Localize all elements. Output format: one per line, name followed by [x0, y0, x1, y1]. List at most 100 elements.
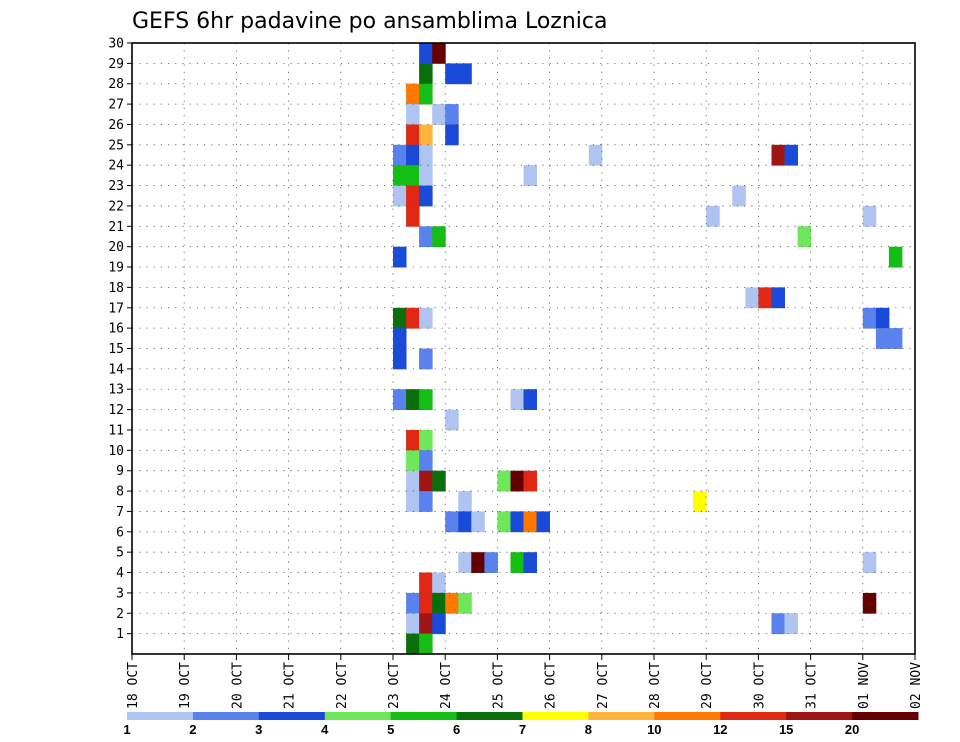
precip-cell: [432, 470, 446, 492]
y-tick-label: 21: [108, 220, 124, 235]
x-tick-label: 18 OCT: [126, 662, 141, 709]
y-tick-label: 9: [116, 464, 124, 479]
legend-label: 15: [779, 722, 793, 737]
precip-cell: [745, 287, 759, 309]
precip-cell: [497, 511, 511, 533]
precip-cell: [484, 552, 498, 573]
precip-cell: [419, 144, 433, 166]
precip-cell: [406, 83, 420, 105]
precip-cell: [458, 552, 472, 573]
precip-cell: [419, 348, 433, 370]
legend-label: 1: [123, 722, 130, 737]
precip-cell: [432, 613, 446, 635]
precip-cell: [419, 592, 433, 614]
precip-cell: [406, 491, 420, 512]
precip-cell: [862, 205, 877, 227]
precip-cell: [406, 165, 420, 186]
y-tick-label: 26: [108, 118, 124, 133]
chart-title: GEFS 6hr padavine po ansamblima Loznica: [132, 9, 607, 34]
y-tick-label: 11: [108, 423, 124, 438]
precip-cell: [406, 430, 420, 451]
precip-cell: [419, 83, 433, 105]
legend-swatch: [522, 712, 589, 720]
y-tick-label: 30: [108, 37, 124, 52]
y-tick-label: 18: [108, 281, 124, 296]
legend-swatch: [588, 712, 655, 720]
precip-cell: [419, 307, 433, 329]
precip-cell: [458, 592, 472, 614]
precip-cell: [523, 389, 537, 410]
precip-cell: [419, 450, 433, 472]
precip-cell: [393, 185, 407, 207]
y-tick-label: 8: [116, 485, 124, 500]
y-tick-label: 23: [108, 179, 124, 194]
precip-cell: [588, 144, 603, 166]
y-tick-label: 12: [108, 403, 124, 418]
precip-cell: [419, 165, 433, 186]
precip-cell: [771, 144, 785, 166]
precip-cell: [445, 592, 459, 614]
legend-label: 7: [519, 722, 526, 737]
legend-swatch: [786, 712, 853, 720]
precip-cell: [497, 470, 511, 492]
y-tick-label: 28: [108, 77, 124, 92]
y-tick-label: 20: [108, 240, 124, 255]
precip-cell: [706, 205, 720, 227]
precip-cell: [888, 246, 903, 268]
precip-cell: [432, 43, 446, 64]
precip-cell: [419, 470, 433, 492]
precip-cell: [419, 572, 433, 594]
legend-label: 3: [255, 722, 262, 737]
legend-swatch: [324, 712, 392, 720]
precip-cell: [419, 633, 433, 655]
precip-cell: [393, 389, 407, 410]
y-tick-label: 15: [108, 342, 124, 357]
precip-cell: [862, 307, 877, 329]
legend-label: 20: [845, 722, 859, 737]
precip-cell: [419, 430, 433, 451]
y-tick-label: 3: [116, 586, 124, 601]
x-tick-label: 24 OCT: [439, 662, 454, 709]
x-tick-label: 31 OCT: [805, 662, 820, 709]
legend-swatch: [720, 712, 787, 720]
precip-cell: [523, 511, 537, 533]
precip-cell: [471, 511, 485, 533]
precip-cell: [406, 144, 420, 166]
precip-cell: [406, 104, 420, 125]
precip-cell: [419, 389, 433, 410]
x-tick-label: 19 OCT: [178, 662, 193, 709]
precip-cell: [393, 348, 407, 370]
y-tick-label: 1: [116, 627, 124, 642]
y-tick-label: 10: [108, 444, 124, 459]
precip-cell: [406, 205, 420, 227]
precip-cell: [406, 470, 420, 492]
precip-cell: [419, 613, 433, 635]
x-tick-label: 26 OCT: [544, 662, 559, 709]
precip-cell: [445, 63, 459, 85]
precip-cell: [393, 246, 407, 268]
precip-cell: [393, 144, 407, 166]
precip-cell: [406, 592, 420, 614]
precip-cell: [406, 185, 420, 207]
x-axis-ticks: 18 OCT 19 OCT 20 OCT 21 OCT 22 OCT 23 OCT 24 O…: [126, 654, 924, 709]
precip-cell: [445, 104, 459, 125]
x-tick-label: 28 OCT: [648, 662, 663, 709]
precip-cell: [393, 328, 407, 349]
legend-swatch: [258, 712, 326, 720]
precip-cell: [771, 287, 785, 309]
legend-label: 10: [647, 722, 661, 737]
precip-cell: [732, 185, 746, 207]
precip-cell: [510, 552, 524, 573]
precip-cell: [432, 592, 446, 614]
y-tick-label: 7: [116, 505, 124, 520]
precip-cell: [771, 613, 785, 635]
legend-label: 4: [321, 722, 329, 737]
x-tick-label: 01 NOV: [857, 662, 872, 709]
legend-label: 12: [713, 722, 727, 737]
x-tick-label: 25 OCT: [491, 662, 506, 709]
precip-cell: [445, 511, 459, 533]
legend-swatch: [456, 712, 523, 720]
precip-cell: [797, 226, 812, 248]
x-tick-label: 22 OCT: [335, 662, 350, 709]
